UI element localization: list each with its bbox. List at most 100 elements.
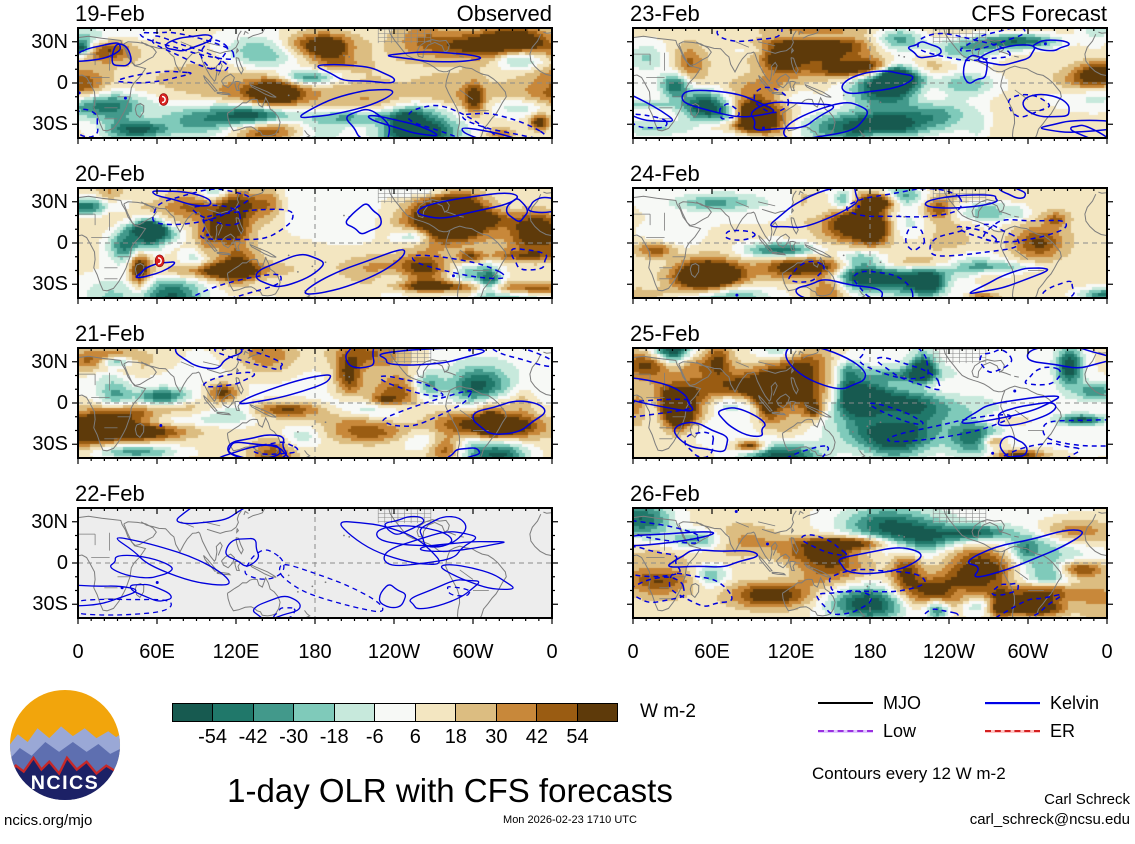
timestamp: Mon 2026-02-23 1710 UTC — [503, 814, 637, 826]
lat-label: 30S — [32, 433, 68, 456]
colorbar-segment — [253, 704, 295, 721]
colorbar-segment — [213, 704, 254, 721]
colorbar-unit-label: W m-2 — [640, 701, 696, 722]
map-panel-23-Feb — [627, 27, 1113, 144]
kelvin-contours — [633, 348, 1107, 458]
tropical-cyclone-marker — [158, 93, 169, 106]
colorbar-segment — [537, 704, 578, 721]
colorbar-segment — [456, 704, 497, 721]
ncics-logo: NCICS — [9, 689, 121, 801]
lon-label: 60W — [1007, 641, 1049, 663]
colorbar-segment — [173, 704, 214, 721]
coastlines — [633, 348, 1107, 458]
kelvin-contours — [159, 348, 552, 458]
map-overlay — [72, 347, 558, 464]
colorbar-tick-label: -42 — [238, 726, 268, 748]
coastlines — [633, 28, 1107, 138]
legend-item-er: ER — [985, 721, 1075, 741]
kelvin-contours — [78, 508, 514, 618]
panel-date: 22-Feb — [75, 481, 145, 506]
coastlines — [633, 188, 1107, 298]
legend-line-er — [985, 728, 1040, 735]
credit-name: Carl Schreck — [1044, 791, 1130, 808]
logo-text: NCICS — [31, 772, 99, 794]
lat-label: 30S — [32, 593, 68, 616]
colorbar-segment — [334, 704, 376, 721]
lat-label: 0 — [56, 392, 68, 414]
map-panel-20-Feb — [72, 187, 558, 304]
axis-ticks — [72, 508, 558, 624]
colorbar-segment — [496, 704, 538, 721]
colorbar-segment — [577, 704, 617, 721]
lat-label: 30N — [31, 30, 68, 53]
colorbar-segment — [294, 704, 335, 721]
kelvin-contours — [633, 28, 1107, 138]
coastlines — [78, 188, 552, 298]
legend-label: Low — [883, 721, 917, 741]
na-grid-hatch — [377, 188, 432, 204]
map-overlay — [72, 27, 558, 144]
site-link: ncics.org/mjo — [4, 812, 93, 829]
lon-label: 0 — [627, 641, 639, 663]
lon-label: 0 — [1101, 641, 1113, 663]
kelvin-contours — [135, 188, 552, 298]
lat-label: 0 — [56, 232, 68, 254]
legend-line-low — [818, 728, 873, 735]
logo-red-ridge — [9, 755, 121, 776]
lon-label: 0 — [546, 641, 558, 663]
map-panel-24-Feb — [627, 187, 1113, 304]
axis-ticks — [72, 28, 558, 144]
legend-line-kelvin — [985, 700, 1040, 707]
lon-label: 60E — [139, 641, 175, 663]
lon-label: 0 — [72, 641, 84, 663]
legend-label: ER — [1050, 721, 1076, 741]
colorbar-tick-label: -30 — [279, 726, 309, 748]
panel-corner-label: CFS Forecast — [971, 1, 1107, 26]
figure-title: 1-day OLR with CFS forecasts — [227, 772, 673, 809]
lon-label: 60E — [694, 641, 730, 663]
colorbar-tick-label: 30 — [485, 726, 508, 748]
map-panel-26-Feb — [627, 507, 1113, 624]
colorbar-tick-label: 18 — [444, 726, 467, 748]
logo-mountain-navy — [9, 757, 121, 801]
legend-label: MJO — [883, 693, 921, 713]
panel-corner-label: Observed — [456, 1, 552, 26]
lat-label: 30N — [31, 350, 68, 373]
axis-ticks — [627, 28, 1113, 144]
lat-label: 0 — [56, 552, 68, 574]
map-overlay — [627, 187, 1113, 304]
axis-ticks — [627, 508, 1113, 624]
lon-label: 120E — [767, 641, 815, 663]
map-overlay — [72, 507, 558, 624]
panel-date: 20-Feb — [75, 161, 145, 186]
legend-label: Kelvin — [1050, 693, 1100, 713]
axis-ticks — [72, 188, 558, 304]
colorbar-tick-label: -6 — [365, 726, 384, 748]
lon-label: 60W — [452, 641, 494, 663]
axis-ticks — [627, 188, 1113, 304]
lat-label: 30N — [31, 510, 68, 533]
panel-date: 19-Feb — [75, 1, 145, 26]
tropical-cyclone-marker — [154, 254, 165, 268]
lon-label: 120W — [922, 641, 976, 663]
panel-date: 26-Feb — [630, 481, 700, 506]
kelvin-contours — [724, 188, 1075, 298]
kelvin-contours — [633, 509, 1083, 618]
map-panel-25-Feb — [627, 347, 1113, 464]
map-overlay — [627, 27, 1113, 144]
legend-item-low: Low — [818, 721, 916, 741]
map-panel-22-Feb — [72, 507, 558, 624]
map-overlay — [627, 347, 1113, 464]
contour-interval-note: Contours every 12 W m-2 — [812, 764, 1006, 783]
axis-ticks — [72, 348, 558, 464]
lat-label: 30N — [31, 190, 68, 213]
map-overlay — [72, 187, 558, 304]
na-grid-hatch — [377, 28, 432, 44]
axis-ticks — [627, 348, 1113, 464]
colorbar-tick-label: 54 — [566, 726, 589, 748]
lat-label: 30S — [32, 273, 68, 296]
panel-date: 23-Feb — [630, 1, 700, 26]
coastlines — [78, 28, 552, 138]
map-panel-21-Feb — [72, 347, 558, 464]
